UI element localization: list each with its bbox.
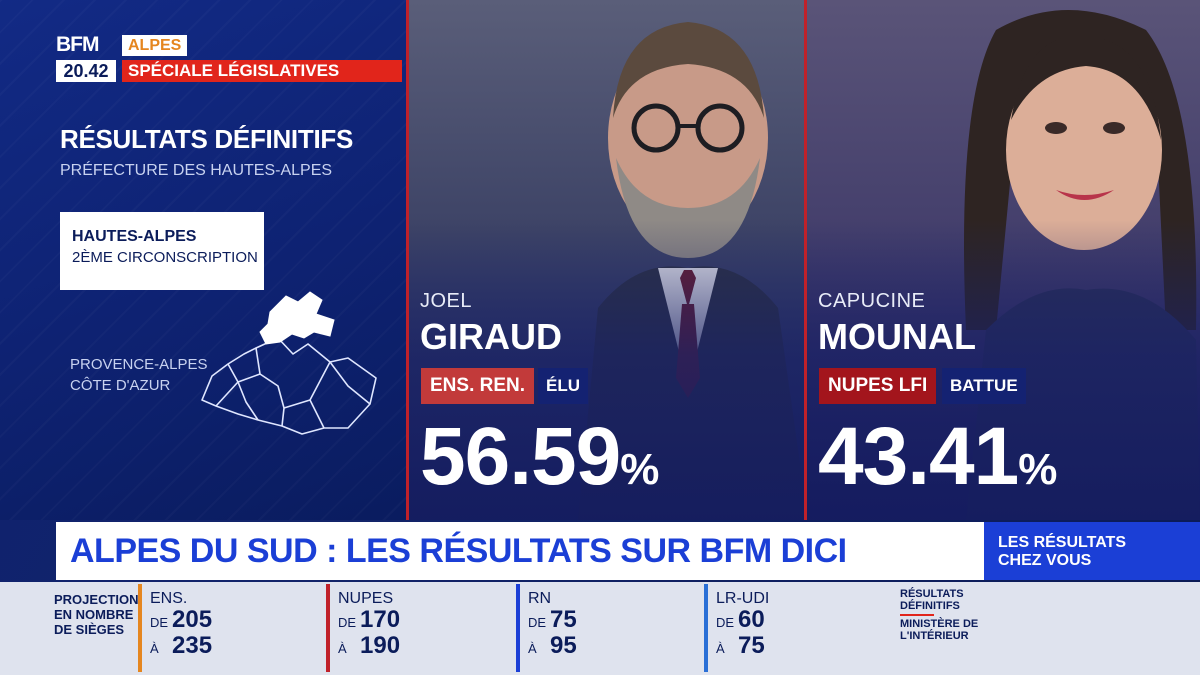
- bloc-nupes-bar: [326, 584, 330, 672]
- headline-text: ALPES DU SUD : LES RÉSULTATS SUR BFM DIC…: [70, 532, 847, 570]
- from-label: DE: [716, 615, 735, 630]
- region-line1: PROVENCE-ALPES: [70, 356, 208, 373]
- ticker-side-line2: CHEZ VOUS: [998, 552, 1092, 569]
- bloc-nupes-name: NUPES: [338, 590, 394, 607]
- projection-label-line2: EN NOMBRE: [54, 607, 134, 622]
- source-line4: L'INTÉRIEUR: [900, 630, 969, 642]
- bloc-ens-to: À 235: [150, 632, 212, 660]
- bloc-lr-udi-to: À 75: [716, 632, 765, 660]
- bloc-lr-udi: LR-UDI DE 60 À 75: [704, 582, 894, 675]
- bloc-ens-to-value: 235: [172, 632, 213, 659]
- bloc-ens-from: DE 205: [150, 606, 212, 634]
- to-label: À: [528, 641, 537, 656]
- candidate-1-percent-sign: %: [620, 445, 659, 494]
- bloc-ens-from-value: 205: [172, 606, 213, 633]
- candidate-2-percent-sign: %: [1018, 445, 1057, 494]
- candidate-panel-1: [408, 0, 806, 520]
- bloc-ens: ENS. DE 205 À 235: [138, 582, 326, 675]
- candidate-1-last-name: GIRAUD: [420, 316, 562, 357]
- bloc-lr-udi-name: LR-UDI: [716, 590, 770, 607]
- results-title: RÉSULTATS DÉFINITIFS: [60, 124, 353, 154]
- from-label: DE: [150, 615, 169, 630]
- results-subtitle: PRÉFECTURE DES HAUTES-ALPES: [60, 162, 333, 179]
- to-label: À: [150, 641, 159, 656]
- projection-label: PROJECTION EN NOMBRE DE SIÈGES: [54, 592, 139, 637]
- candidate-1-percent-value: 56.59: [420, 411, 621, 502]
- headline-ticker: ALPES DU SUD : LES RÉSULTATS SUR BFM DIC…: [56, 522, 984, 580]
- bloc-nupes-from-value: 170: [360, 606, 401, 633]
- constituency-number: 2ÈME CIRCONSCRIPTION: [72, 249, 258, 266]
- bloc-rn-bar: [516, 584, 520, 672]
- hautes-alpes-highlight: [259, 291, 335, 345]
- from-label: DE: [338, 615, 357, 630]
- constituency-box: HAUTES-ALPES 2ÈME CIRCONSCRIPTION: [60, 212, 264, 290]
- projection-label-line3: DE SIÈGES: [54, 622, 125, 637]
- candidate-2-last-name: MOUNAL: [818, 316, 976, 357]
- constituency-department: HAUTES-ALPES: [72, 228, 197, 245]
- ticker-side-line1: LES RÉSULTATS: [998, 534, 1126, 551]
- ticker-side-panel: LES RÉSULTATS CHEZ VOUS: [984, 522, 1200, 580]
- candidate-2-status: BATTUE: [942, 368, 1026, 404]
- bloc-ens-bar: [138, 584, 142, 672]
- bloc-lr-udi-to-value: 75: [738, 632, 765, 659]
- candidate-1-status: ÉLU: [538, 368, 588, 404]
- candidate-1-percent: 56.59%: [420, 410, 659, 504]
- divider: [406, 0, 409, 520]
- special-tag: SPÉCIALE LÉGISLATIVES: [122, 60, 402, 82]
- to-label: À: [716, 641, 725, 656]
- region-map: [201, 291, 377, 435]
- bloc-nupes: NUPES DE 170 À 190: [326, 582, 516, 675]
- candidate-2-percent: 43.41%: [818, 410, 1057, 504]
- candidate-1-first-name: JOEL: [420, 290, 473, 312]
- bloc-rn: RN DE 75 À 95: [516, 582, 704, 675]
- seat-projection-bar: PROJECTION EN NOMBRE DE SIÈGES ENS. DE 20…: [0, 582, 1200, 675]
- bloc-rn-from-value: 75: [550, 606, 577, 633]
- candidate-2-party: NUPES LFI: [819, 368, 937, 404]
- divider: [804, 0, 807, 520]
- bloc-nupes-to: À 190: [338, 632, 400, 660]
- logo-text: BFM: [56, 33, 100, 56]
- region-label: PROVENCE-ALPES CÔTE D'AZUR: [70, 354, 208, 396]
- bloc-rn-to: À 95: [528, 632, 577, 660]
- source-divider: [900, 614, 934, 616]
- source-line3: MINISTÈRE DE: [900, 618, 979, 630]
- bloc-lr-udi-bar: [704, 584, 708, 672]
- source-line2: DÉFINITIFS: [900, 600, 960, 612]
- candidate-2-first-name: CAPUCINE: [818, 290, 926, 312]
- bloc-nupes-from: DE 170: [338, 606, 400, 634]
- projection-label-line1: PROJECTION: [54, 592, 139, 607]
- channel-tag: ALPES: [122, 35, 188, 56]
- source-line1: RÉSULTATS: [900, 588, 964, 600]
- to-label: À: [338, 641, 347, 656]
- from-label: DE: [528, 615, 547, 630]
- candidate-1-party: ENS. REN.: [421, 368, 535, 404]
- bloc-lr-udi-from-value: 60: [738, 606, 765, 633]
- source-credit: RÉSULTATS DÉFINITIFS MINISTÈRE DE L'INTÉ…: [900, 588, 978, 642]
- clock: 20.42: [56, 60, 116, 82]
- bloc-lr-udi-from: DE 60: [716, 606, 765, 634]
- region-line2: CÔTE D'AZUR: [70, 377, 171, 394]
- bloc-rn-from: DE 75: [528, 606, 577, 634]
- bloc-ens-name: ENS.: [150, 590, 188, 607]
- bloc-rn-to-value: 95: [550, 632, 577, 659]
- bloc-nupes-to-value: 190: [360, 632, 401, 659]
- candidate-2-percent-value: 43.41: [818, 411, 1019, 502]
- bloc-rn-name: RN: [528, 590, 552, 607]
